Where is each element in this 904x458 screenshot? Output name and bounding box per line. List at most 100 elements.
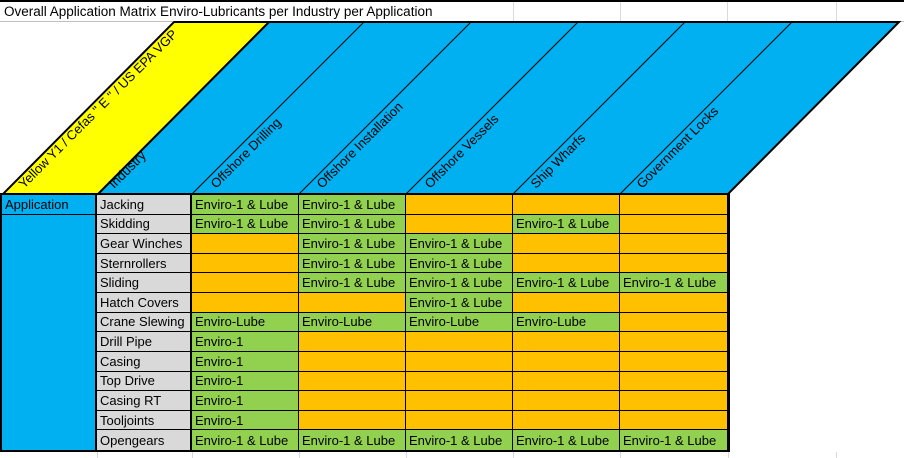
matrix-cell[interactable] xyxy=(513,253,620,274)
matrix-cell[interactable]: Enviro-1 & Lube xyxy=(406,430,513,450)
matrix-cell[interactable] xyxy=(406,351,513,372)
matrix-cell[interactable] xyxy=(299,293,406,313)
matrix-cell[interactable]: Enviro-1 & Lube xyxy=(513,214,620,235)
page-title: Overall Application Matrix Enviro-Lubric… xyxy=(4,4,433,19)
gridline xyxy=(727,2,728,21)
matrix-cell[interactable] xyxy=(513,332,620,352)
title-bar: Overall Application Matrix Enviro-Lubric… xyxy=(0,0,904,22)
matrix-cell[interactable] xyxy=(299,332,406,352)
matrix-cell[interactable]: Enviro-1 xyxy=(192,351,299,372)
matrix-cell[interactable] xyxy=(513,391,620,411)
gridline xyxy=(836,452,837,458)
matrix-cell[interactable]: Enviro-1 & Lube xyxy=(513,273,620,294)
gridline xyxy=(513,2,514,21)
matrix-cell[interactable]: Enviro-1 & Lube xyxy=(299,273,406,294)
gridline xyxy=(836,2,837,21)
matrix-cell[interactable]: Enviro-1 & Lube xyxy=(620,430,728,450)
row-label-cell[interactable]: Sternrollers xyxy=(97,253,192,274)
matrix-cell[interactable]: Enviro-Lube xyxy=(513,312,620,333)
gridline xyxy=(299,452,300,458)
certification-band xyxy=(1,21,272,194)
matrix-table: Application Jacking Enviro-1 & Lube Enviro-… xyxy=(0,193,730,452)
matrix-cell[interactable]: Enviro-Lube xyxy=(299,312,406,333)
matrix-cell[interactable] xyxy=(620,253,728,274)
matrix-cell[interactable]: Enviro-1 & Lube xyxy=(406,293,513,313)
matrix-cell[interactable] xyxy=(406,195,513,215)
matrix-cell[interactable] xyxy=(406,214,513,235)
application-axis-cell[interactable]: Application xyxy=(2,195,97,215)
matrix-cell[interactable] xyxy=(299,351,406,372)
matrix-cell[interactable] xyxy=(513,195,620,215)
matrix-cell[interactable] xyxy=(299,410,406,431)
matrix-cell[interactable] xyxy=(620,293,728,313)
row-label-cell[interactable]: Casing xyxy=(97,351,192,372)
row-label-cell[interactable]: Drill Pipe xyxy=(97,332,192,352)
row-label-cell[interactable]: Hatch Covers xyxy=(97,293,192,313)
matrix-cell[interactable] xyxy=(513,293,620,313)
matrix-cell[interactable]: Enviro-1 xyxy=(192,371,299,392)
matrix-cell[interactable] xyxy=(299,371,406,392)
gridline xyxy=(728,452,729,458)
header-divider xyxy=(298,21,472,194)
row-label-cell[interactable]: Top Drive xyxy=(97,371,192,392)
matrix-cell[interactable] xyxy=(513,410,620,431)
matrix-cell[interactable] xyxy=(192,234,299,254)
matrix-cell[interactable]: Enviro-Lube xyxy=(192,312,299,333)
gridline xyxy=(513,452,514,458)
row-label-cell[interactable]: Gear Winches xyxy=(97,234,192,254)
matrix-cell[interactable]: Enviro-1 & Lube xyxy=(192,195,299,215)
matrix-cell[interactable] xyxy=(620,410,728,431)
row-label-cell[interactable]: Opengears xyxy=(97,430,192,450)
row-label-cell[interactable]: Jacking xyxy=(97,195,192,215)
matrix-cell[interactable]: Enviro-1 & Lube xyxy=(406,234,513,254)
matrix-cell[interactable] xyxy=(406,371,513,392)
matrix-cell[interactable]: Enviro-1 & Lube xyxy=(513,430,620,450)
matrix-cell[interactable]: Enviro-1 & Lube xyxy=(192,214,299,235)
matrix-cell[interactable] xyxy=(620,234,728,254)
row-label-cell[interactable]: Sliding xyxy=(97,273,192,294)
matrix-cell[interactable] xyxy=(406,410,513,431)
matrix-cell[interactable]: Enviro-Lube xyxy=(406,312,513,333)
matrix-cell[interactable]: Enviro-1 xyxy=(192,391,299,411)
matrix-cell[interactable]: Enviro-1 & Lube xyxy=(620,273,728,294)
matrix-cell[interactable] xyxy=(620,195,728,215)
matrix-cell[interactable]: Enviro-1 & Lube xyxy=(406,253,513,274)
header-divider xyxy=(405,21,579,194)
gridline xyxy=(97,452,98,458)
matrix-cell[interactable]: Enviro-1 & Lube xyxy=(299,214,406,235)
row-label-cell[interactable]: Tooljoints xyxy=(97,410,192,431)
matrix-cell[interactable]: Enviro-1 & Lube xyxy=(192,430,299,450)
matrix-cell[interactable]: Enviro-1 xyxy=(192,410,299,431)
row-label-cell[interactable]: Crane Slewing xyxy=(97,312,192,333)
row-label-cell[interactable]: Skidding xyxy=(97,214,192,235)
matrix-cell[interactable]: Enviro-1 xyxy=(192,332,299,352)
matrix-cell[interactable] xyxy=(620,312,728,333)
matrix-cell[interactable] xyxy=(299,391,406,411)
gridline xyxy=(620,2,621,21)
row-label-cell[interactable]: Casing RT xyxy=(97,391,192,411)
matrix-cell[interactable]: Enviro-1 & Lube xyxy=(406,273,513,294)
matrix-cell[interactable] xyxy=(513,371,620,392)
matrix-cell[interactable]: Enviro-1 & Lube xyxy=(299,430,406,450)
matrix-cell[interactable] xyxy=(620,391,728,411)
matrix-cell[interactable] xyxy=(620,214,728,235)
matrix-cell[interactable] xyxy=(513,234,620,254)
application-column-filler xyxy=(2,214,97,450)
matrix-header: Yellow Y1 / Cefas " E " / US EPA VGP Ind… xyxy=(1,21,902,194)
matrix-cell[interactable] xyxy=(620,351,728,372)
matrix-cell[interactable] xyxy=(406,332,513,352)
matrix-cell[interactable] xyxy=(620,332,728,352)
header-divider xyxy=(191,21,365,194)
matrix-cell[interactable]: Enviro-1 & Lube xyxy=(299,195,406,215)
matrix-cell[interactable] xyxy=(192,293,299,313)
matrix-cell[interactable] xyxy=(406,391,513,411)
matrix-cell[interactable] xyxy=(192,253,299,274)
header-divider xyxy=(512,21,686,194)
matrix-cell[interactable]: Enviro-1 & Lube xyxy=(299,234,406,254)
gridline xyxy=(406,452,407,458)
matrix-cell[interactable]: Enviro-1 & Lube xyxy=(299,253,406,274)
gridline xyxy=(620,452,621,458)
matrix-cell[interactable] xyxy=(513,351,620,372)
matrix-cell[interactable] xyxy=(620,371,728,392)
matrix-cell[interactable] xyxy=(192,273,299,294)
